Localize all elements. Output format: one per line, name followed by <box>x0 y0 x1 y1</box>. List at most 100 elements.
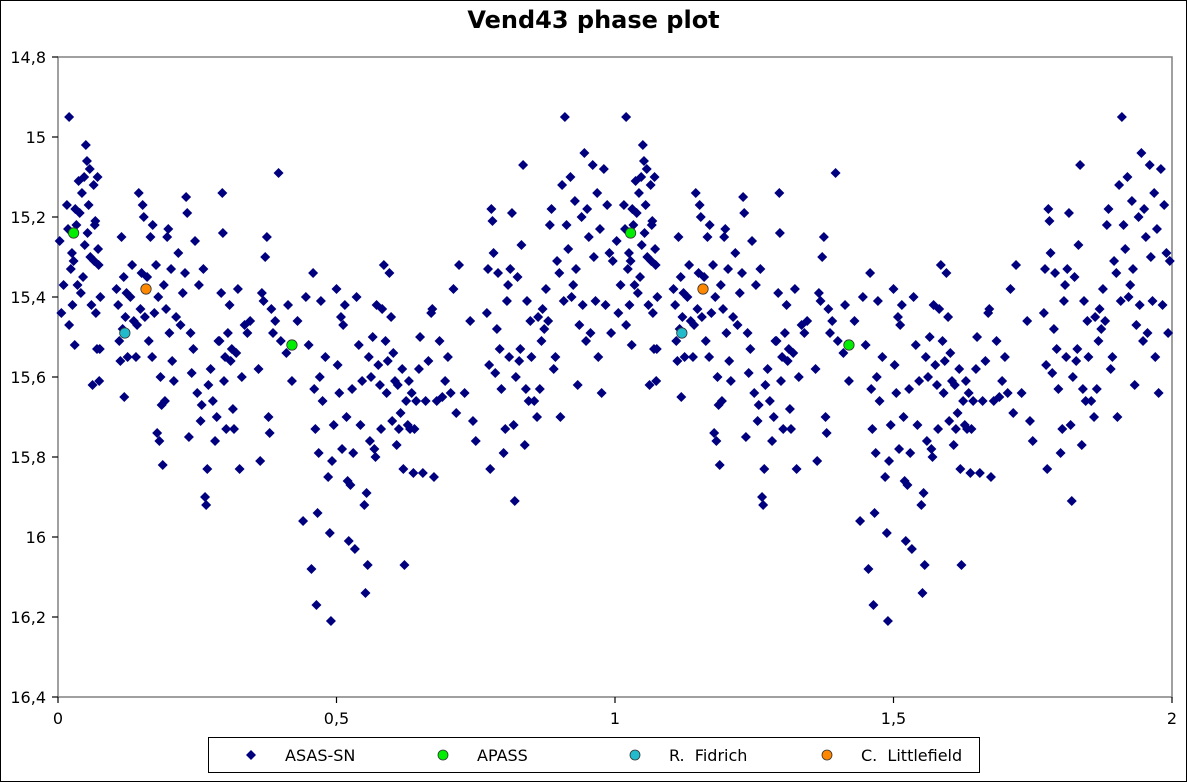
data-point-asas-sn <box>781 300 792 310</box>
data-point-asas-sn <box>1065 420 1076 430</box>
data-point-asas-sn <box>491 324 502 334</box>
data-point-asas-sn <box>118 272 129 282</box>
data-point-asas-sn <box>548 364 559 374</box>
data-point-asas-sn <box>708 260 719 270</box>
data-point-asas-sn <box>949 380 960 390</box>
data-point-asas-sn <box>768 412 779 422</box>
data-point-asas-sn <box>633 188 644 198</box>
data-point-asas-sn <box>81 156 92 166</box>
data-point-asas-sn <box>376 424 387 434</box>
data-point-asas-sn <box>585 328 596 338</box>
data-point-asas-sn <box>198 264 209 274</box>
data-point-asas-sn <box>56 308 67 318</box>
data-point-asas-sn <box>679 352 690 362</box>
data-point-asas-sn <box>577 300 588 310</box>
data-point-asas-sn <box>865 268 876 278</box>
data-point-asas-sn <box>935 260 946 270</box>
data-point-asas-sn <box>87 380 98 390</box>
data-point-asas-sn <box>534 384 545 394</box>
data-point-asas-sn <box>882 616 893 626</box>
data-point-asas-sn <box>1076 440 1087 450</box>
data-point-asas-sn <box>268 328 279 338</box>
data-point-asas-sn <box>1120 244 1131 254</box>
data-point-asas-sn <box>972 332 983 342</box>
data-point-asas-sn <box>523 396 534 406</box>
data-point-asas-sn <box>1109 256 1120 266</box>
data-point-asas-sn <box>774 188 785 198</box>
data-point-asas-sn <box>905 448 916 458</box>
data-point-asas-sn <box>510 372 521 382</box>
data-point-asas-sn <box>774 228 785 238</box>
data-point-asas-sn <box>315 296 326 306</box>
data-point-asas-sn <box>898 412 909 422</box>
data-point-asas-sn <box>918 488 929 498</box>
data-point-asas-sn <box>639 228 650 238</box>
data-point-asas-sn <box>386 312 397 322</box>
data-point-asas-sn <box>1134 300 1145 310</box>
data-point-asas-sn <box>611 236 622 246</box>
data-point-asas-sn <box>292 316 303 326</box>
data-point-asas-sn <box>889 360 900 370</box>
data-point-asas-sn <box>211 412 222 422</box>
data-point-asas-sn <box>626 340 637 350</box>
data-point-asas-sn <box>1105 364 1116 374</box>
data-point-asas-sn <box>266 304 277 314</box>
data-point-asas-sn <box>753 400 764 410</box>
data-point-asas-sn <box>621 320 632 330</box>
data-point-asas-sn <box>512 272 523 282</box>
data-point-asas-sn <box>334 388 345 398</box>
data-point-asas-sn <box>885 420 896 430</box>
y-tick-label: 15,4 <box>10 288 46 307</box>
data-point-asas-sn <box>300 292 311 302</box>
data-point-asas-sn <box>855 516 866 526</box>
data-point-asas-sn <box>411 396 422 406</box>
data-point-asas-sn <box>323 472 334 482</box>
data-point-asas-sn <box>1078 296 1089 306</box>
data-point-asas-sn <box>253 364 264 374</box>
data-point-asas-sn <box>651 376 662 386</box>
data-point-asas-sn <box>202 464 213 474</box>
data-point-asas-sn <box>317 396 328 406</box>
data-point-asas-sn <box>163 224 174 234</box>
data-point-asas-sn <box>403 376 414 386</box>
data-point-asas-sn <box>866 384 877 394</box>
data-point-asas-sn <box>417 468 428 478</box>
data-point-asas-sn <box>565 172 576 182</box>
data-point-asas-sn <box>802 316 813 326</box>
data-point-asas-sn <box>921 436 932 446</box>
data-point-asas-sn <box>696 312 707 322</box>
data-point-asas-sn <box>93 260 104 270</box>
data-point-asas-sn <box>308 268 319 278</box>
data-point-asas-sn <box>544 220 555 230</box>
data-point-asas-sn <box>391 440 402 450</box>
data-point-asas-sn <box>1069 272 1080 282</box>
data-point-asas-sn <box>207 396 218 406</box>
data-point-asas-sn <box>64 112 75 122</box>
data-point-asas-sn <box>325 616 336 626</box>
data-point-asas-sn <box>1126 196 1137 206</box>
legend-item-apass: APASS <box>437 738 528 772</box>
data-point-asas-sn <box>166 264 177 274</box>
data-point-asas-sn <box>203 380 214 390</box>
y-tick-label: 15,8 <box>10 448 46 467</box>
data-point-asas-sn <box>135 304 146 314</box>
data-point-asas-sn <box>1128 264 1139 274</box>
data-point-asas-sn <box>1155 164 1166 174</box>
data-point-asas-sn <box>306 564 317 574</box>
data-point-asas-sn <box>227 404 238 414</box>
data-point-asas-sn <box>843 376 854 386</box>
data-point-asas-sn <box>427 304 438 314</box>
data-point-asas-sn <box>881 528 892 538</box>
data-point-asas-sn <box>651 344 662 354</box>
data-point-asas-sn <box>420 396 431 406</box>
data-point-asas-sn <box>224 300 235 310</box>
data-point-asas-sn <box>506 208 517 218</box>
data-point-asas-sn <box>892 312 903 322</box>
data-point-asas-sn <box>1111 268 1122 278</box>
data-point-asas-sn <box>718 304 729 314</box>
data-point-asas-sn <box>1089 412 1100 422</box>
data-point-asas-sn <box>872 296 883 306</box>
data-point-asas-sn <box>933 424 944 434</box>
data-point-asas-sn <box>779 328 790 338</box>
data-point-asas-sn <box>423 356 434 366</box>
